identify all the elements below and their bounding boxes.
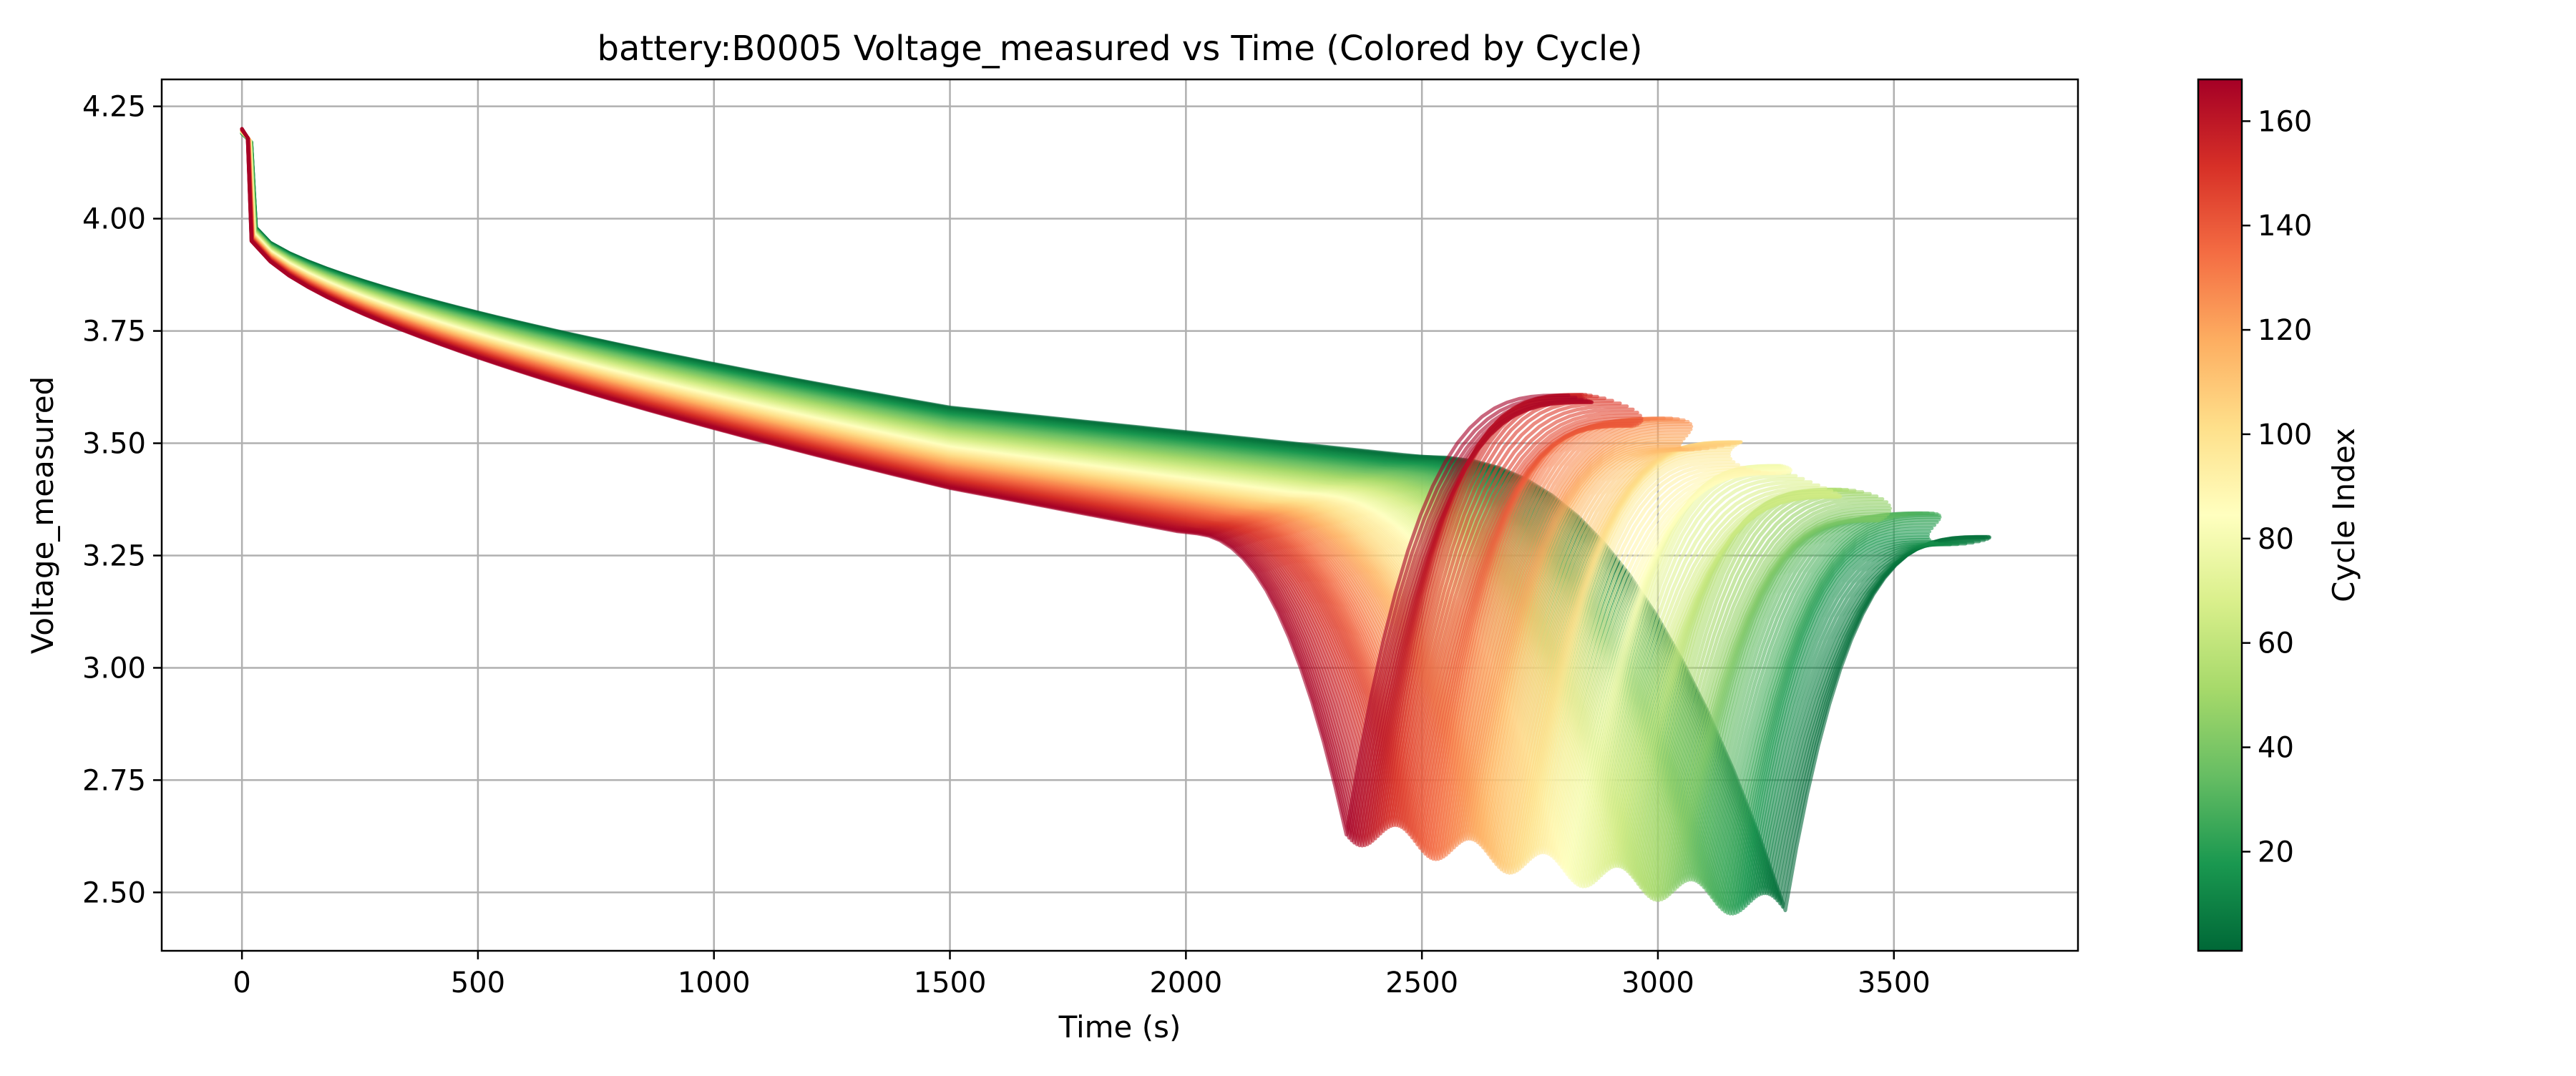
- cycle-curves: [240, 127, 1991, 916]
- colorbar-tick-label: 20: [2258, 836, 2294, 869]
- x-tick-label: 500: [451, 967, 505, 999]
- colorbar-ticks: 20 40 60 80 100 120 140 160: [2242, 105, 2312, 869]
- y-tick-label: 4.25: [82, 91, 146, 124]
- colorbar-tick-label: 100: [2258, 419, 2312, 451]
- x-axis-ticks: 0 500 1000 1500 2000 2500 3000 3500: [233, 951, 1931, 999]
- colorbar-tick-label: 60: [2258, 627, 2294, 660]
- y-tick-label: 2.50: [82, 876, 146, 909]
- x-tick-label: 2500: [1385, 967, 1458, 999]
- y-tick-label: 3.75: [82, 316, 146, 348]
- chart-title: battery:B0005 Voltage_measured vs Time (…: [597, 29, 1642, 69]
- x-tick-label: 3500: [1858, 967, 1931, 999]
- y-tick-label: 3.00: [82, 652, 146, 685]
- colorbar-tick-label: 120: [2258, 314, 2312, 347]
- colorbar-tick-label: 160: [2258, 105, 2312, 138]
- cycle-line: [240, 127, 1571, 837]
- y-axis-ticks: 2.50 2.75 3.00 3.25 3.50 3.75 4.00 4.25: [82, 91, 162, 909]
- y-tick-label: 3.25: [82, 540, 146, 573]
- y-axis-label: Voltage_measured: [25, 376, 60, 654]
- colorbar-tick-label: 40: [2258, 732, 2294, 765]
- x-tick-label: 0: [233, 967, 250, 999]
- colorbar-tick-label: 140: [2258, 210, 2312, 243]
- x-tick-label: 2000: [1149, 967, 1222, 999]
- x-axis-label: Time (s): [1058, 1009, 1181, 1045]
- y-tick-label: 3.50: [82, 428, 146, 461]
- y-tick-label: 2.75: [82, 764, 146, 797]
- colorbar-label: Cycle Index: [2326, 428, 2361, 602]
- colorbar-tick-label: 80: [2258, 523, 2294, 556]
- x-tick-label: 1500: [914, 967, 987, 999]
- y-tick-label: 4.00: [82, 203, 146, 236]
- x-tick-label: 3000: [1621, 967, 1694, 999]
- colorbar: [2197, 78, 2243, 952]
- plot-frame: [160, 78, 2079, 952]
- x-tick-label: 1000: [678, 967, 751, 999]
